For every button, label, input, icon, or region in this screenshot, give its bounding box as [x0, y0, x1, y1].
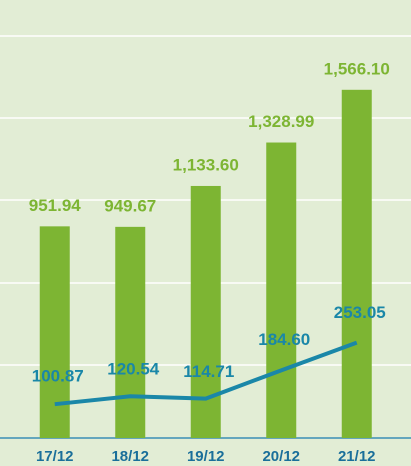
- bar-value-label: 1,133.60: [173, 155, 239, 174]
- line-value-label: 120.54: [107, 360, 160, 379]
- bar-value-label: 949.67: [104, 196, 156, 215]
- bar-value-label: 1,566.10: [324, 59, 390, 78]
- x-tick-label: 18/12: [111, 448, 149, 465]
- line-value-label: 184.60: [258, 330, 310, 349]
- x-tick-label: 21/12: [338, 448, 376, 465]
- line-value-label: 100.87: [32, 367, 84, 386]
- x-tick-label: 19/12: [187, 448, 225, 465]
- line: [54, 340, 358, 407]
- bar: [39, 226, 70, 438]
- line-value-label: 114.71: [183, 362, 234, 381]
- bar: [341, 89, 372, 438]
- x-tick-label: 17/12: [36, 448, 74, 465]
- bar: [115, 226, 146, 438]
- bar-value-label: 951.94: [29, 196, 82, 215]
- line-value-label: 253.05: [334, 303, 386, 322]
- x-tick-label: 20/12: [262, 448, 300, 465]
- bar: [266, 142, 297, 438]
- bar-value-label: 1,328.99: [248, 112, 314, 131]
